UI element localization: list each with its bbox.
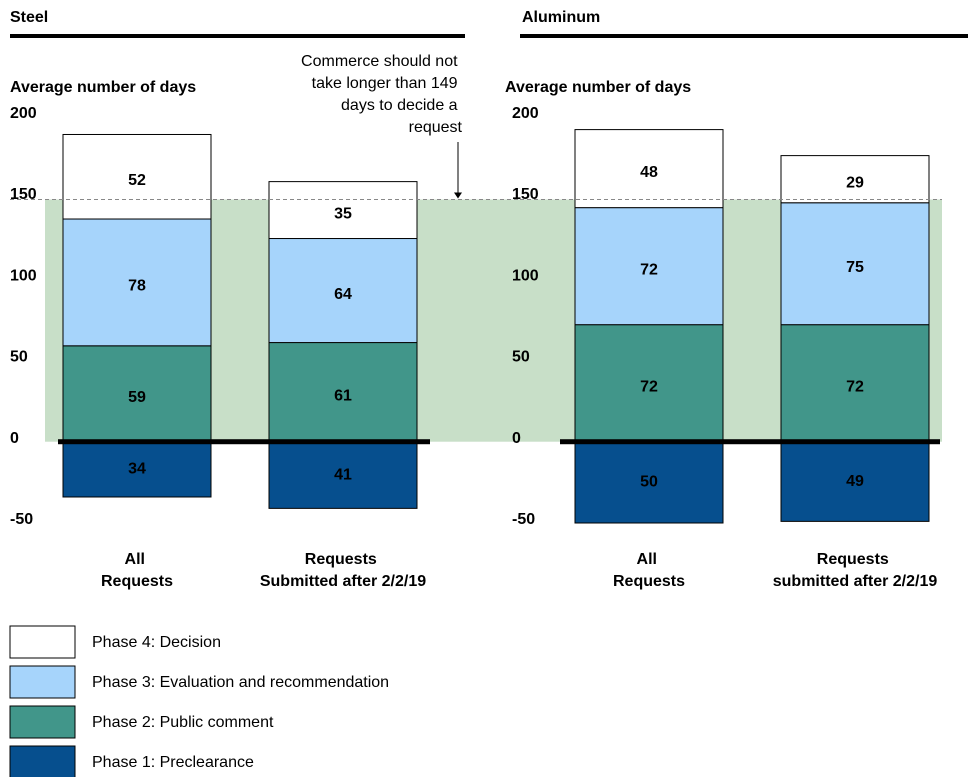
label-line: submitted after 2/2/19: [773, 573, 938, 590]
arrow-head: [454, 192, 462, 199]
bar-segment: [62, 441, 212, 498]
annotation-line: Commerce should not: [301, 53, 462, 70]
data-label: 75: [846, 259, 864, 276]
annotation: Commerce should not take longer than 149…: [301, 53, 463, 136]
label-line: Submitted after 2/2/19: [260, 573, 426, 590]
label-line: Requests: [817, 551, 893, 568]
legend-swatch: [9, 745, 76, 777]
data-label: 52: [128, 172, 146, 189]
bar-segment: [574, 207, 724, 326]
bar-segment: [62, 218, 212, 347]
data-label: 34: [128, 461, 146, 478]
data-label: 61: [334, 387, 352, 404]
x-tick-label: All Requests: [101, 551, 173, 590]
label-line: Requests: [613, 573, 685, 590]
data-label: 29: [846, 174, 864, 191]
data-label: 72: [640, 261, 658, 278]
panel-title: Aluminum: [522, 9, 600, 26]
bar-segment: [780, 155, 930, 204]
title-rule: [520, 34, 968, 38]
bar-segment: [268, 238, 418, 344]
data-label: 48: [640, 164, 658, 181]
legend-label: Phase 1: Preclearance: [92, 754, 254, 771]
y-tick-label: 100: [512, 267, 539, 284]
y-tick-label: 50: [512, 349, 530, 366]
y-tick-label: 50: [10, 349, 28, 366]
label-line: Requests: [101, 573, 173, 590]
data-label: 50: [640, 474, 658, 491]
annotation-line: take longer than 149: [312, 75, 462, 92]
data-label: 49: [846, 473, 864, 490]
legend-label: Phase 2: Public comment: [92, 714, 274, 731]
label-line: All: [125, 551, 150, 568]
y-tick-label: 150: [10, 186, 37, 203]
data-label: 78: [128, 278, 146, 295]
bar-segment: [268, 441, 418, 509]
bar-segment: [780, 324, 930, 443]
zero-line: [560, 439, 940, 445]
annotation-line: request: [409, 119, 463, 136]
legend-swatch: [9, 665, 76, 699]
bar-segment: [574, 129, 724, 209]
legend-label: Phase 4: Decision: [92, 634, 221, 651]
y-tick-label: 150: [512, 186, 539, 203]
y-tick-label: -50: [512, 511, 535, 528]
y-axis-label: Average number of days: [10, 79, 196, 96]
zero-line: [58, 439, 430, 445]
x-tick-label: All Requests: [613, 551, 685, 590]
legend-swatch: [9, 705, 76, 739]
y-axis-label: Average number of days: [505, 79, 691, 96]
title-rule: [10, 34, 465, 38]
data-label: 72: [640, 378, 658, 395]
y-tick-label: 200: [512, 105, 539, 122]
legend-swatch: [9, 625, 76, 659]
data-label: 72: [846, 378, 864, 395]
data-label: 64: [334, 286, 352, 303]
bar-segment: [780, 441, 930, 522]
panel-title: Steel: [10, 9, 48, 26]
annotation-line: days to decide a: [341, 97, 462, 114]
y-tick-label: -50: [10, 511, 33, 528]
data-label: 35: [334, 205, 352, 222]
bar-segment: [780, 202, 930, 326]
legend-label: Phase 3: Evaluation and recommendation: [92, 674, 389, 691]
data-label: 41: [334, 466, 352, 483]
data-label: 59: [128, 389, 146, 406]
x-tick-label: Requests submitted after 2/2/19: [773, 551, 938, 590]
bar-segment: [574, 441, 724, 524]
y-tick-label: 0: [10, 430, 19, 447]
y-tick-label: 0: [512, 430, 521, 447]
y-tick-label: 200: [10, 105, 37, 122]
x-tick-label: Requests Submitted after 2/2/19: [260, 551, 426, 590]
bar-segment: [62, 133, 212, 220]
label-line: All: [637, 551, 662, 568]
label-line: Requests: [305, 551, 381, 568]
bar-segment: [268, 181, 418, 240]
y-tick-label: 100: [10, 267, 37, 284]
